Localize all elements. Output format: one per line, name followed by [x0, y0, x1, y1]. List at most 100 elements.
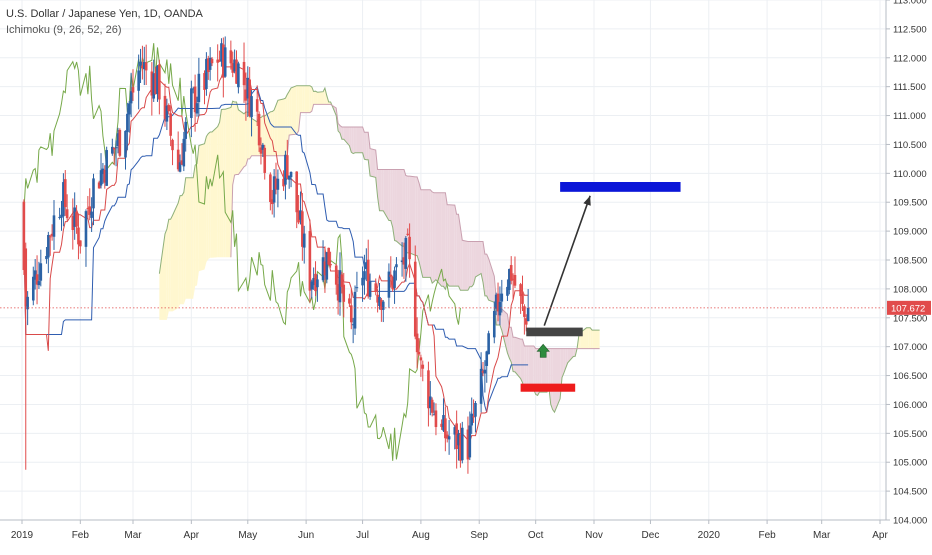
candle-body: [338, 270, 342, 303]
cloud-segment: [447, 204, 450, 287]
cloud-segment: [394, 169, 397, 242]
cloud-segment: [302, 85, 305, 113]
cloud-segment: [296, 85, 299, 135]
candle-body: [521, 294, 524, 304]
candle-body: [111, 146, 114, 154]
candle-body: [272, 176, 276, 203]
candle-body: [434, 410, 438, 428]
candle-body: [237, 63, 240, 88]
cloud-segment: [484, 254, 487, 296]
candle-body: [75, 211, 78, 227]
candle-body: [244, 89, 248, 101]
cloud-segment: [198, 143, 205, 272]
candle-body: [387, 271, 391, 298]
cloud-segment: [458, 214, 461, 291]
candle-body: [154, 73, 157, 95]
candle-body: [62, 182, 65, 217]
cloud-segment: [236, 102, 239, 175]
candle-body: [349, 305, 353, 323]
candle-body: [297, 210, 300, 223]
trend-arrow-line: [543, 195, 591, 326]
y-tick-label: 111.000: [893, 111, 926, 122]
cloud-segment: [289, 87, 292, 136]
y-tick-label: 110.000: [893, 169, 927, 180]
cloud-segment: [592, 330, 594, 349]
y-tick-label: 108.000: [893, 284, 927, 295]
candle-body: [310, 281, 314, 290]
candle-body: [440, 423, 443, 427]
candle-body: [466, 429, 470, 460]
x-tick-label: May: [238, 530, 257, 541]
cloud-segment: [298, 85, 301, 131]
cloud-segment: [247, 112, 250, 159]
cloud-segment: [204, 136, 207, 270]
cloud-segment: [217, 122, 220, 258]
candle-body: [460, 427, 464, 461]
candle-body: [442, 415, 445, 431]
candle-body: [378, 296, 381, 307]
cloud-segment: [343, 126, 350, 146]
cloud-segment: [541, 348, 547, 393]
cloud-segment: [550, 348, 553, 410]
candle-body: [511, 278, 515, 280]
cloud-segment: [509, 327, 512, 363]
candle-body: [152, 73, 156, 99]
candle-body: [37, 281, 41, 286]
x-tick-label: Apr: [184, 530, 200, 541]
cloud-segment: [356, 126, 363, 153]
cloud-segment: [434, 192, 436, 282]
candle-body: [176, 149, 180, 170]
cloud-segment: [309, 85, 312, 113]
cloud-segment: [351, 126, 354, 154]
candle-body: [65, 209, 69, 219]
candle-body: [500, 293, 504, 302]
cloud-segment: [170, 215, 173, 312]
candle-body: [180, 160, 184, 165]
cloud-segment: [366, 132, 369, 160]
y-tick-label: 104.000: [893, 516, 927, 527]
candle-body: [22, 201, 26, 271]
cloud-segment: [415, 176, 418, 256]
cloud-segment: [511, 327, 514, 372]
candle-body: [393, 270, 396, 288]
y-tick-label: 112.000: [893, 53, 927, 64]
candle-body: [487, 333, 490, 355]
x-tick-label: Aug: [412, 530, 430, 541]
cloud-segment: [419, 182, 421, 270]
candle-body: [208, 57, 212, 70]
candle-body: [348, 298, 351, 304]
cloud-segment: [435, 192, 442, 287]
candle-body: [284, 154, 287, 185]
chikou-line: [23, 43, 461, 461]
candle-body: [400, 260, 404, 263]
y-tick-label: 108.500: [893, 256, 927, 267]
candle-body: [223, 47, 227, 77]
cloud-segment: [526, 345, 529, 390]
candle-body: [513, 274, 517, 286]
candle-body: [395, 264, 398, 268]
candle-body: [430, 399, 434, 413]
cloud-segment: [432, 191, 435, 284]
target-zone: [560, 182, 681, 192]
cloud-segment: [219, 109, 222, 258]
stop-zone: [520, 383, 576, 392]
cloud-segment: [276, 100, 278, 156]
candle-body: [24, 248, 28, 307]
candle-body: [163, 95, 167, 119]
candle-body: [210, 58, 214, 64]
candle-body: [325, 252, 329, 280]
candle-body: [429, 396, 432, 409]
candle-body: [92, 178, 95, 209]
candle-body: [167, 105, 171, 112]
symbol-title: U.S. Dollar / Japanese Yen, 1D, OANDA: [6, 8, 203, 20]
cloud-segment: [409, 176, 416, 256]
candle-body: [156, 65, 159, 95]
candle-body: [365, 262, 368, 270]
y-tick-label: 112.500: [893, 24, 927, 35]
candle-body: [415, 333, 419, 353]
cloud-segment: [520, 339, 523, 383]
cloud-segment: [473, 241, 476, 285]
candle-body: [118, 129, 122, 156]
